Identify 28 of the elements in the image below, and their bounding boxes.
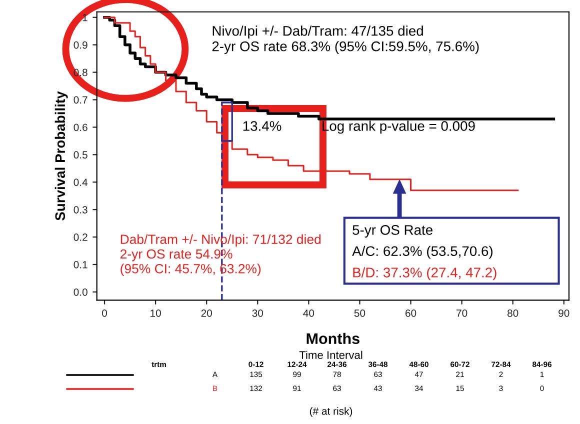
x-tick-label: 10: [150, 309, 161, 317]
text: (# at risk): [310, 407, 352, 417]
y-tick-label: 0.9: [74, 41, 88, 49]
annotation: Nivo/Ipi +/- Dab/Tram: 47/135 died 2-yr OS rate 68.3% (95% CI:59.5%, 75.6%): [212, 26, 479, 54]
y-tick-label: 0.4: [74, 178, 88, 186]
annotation: 5-yr OS Rate: [352, 225, 432, 238]
x-tick-label: 60: [405, 309, 416, 317]
y-tick-label: 0.3: [74, 206, 88, 214]
y-tick-label: 0.7: [74, 96, 88, 104]
x-tick-label: 0: [102, 309, 108, 317]
y-tick-label: 0.1: [74, 260, 88, 268]
y-tick-label: 0.0: [74, 288, 88, 296]
y-tick-label: 0.2: [74, 234, 88, 241]
x-axis-title: Months: [306, 332, 360, 344]
x-tick-label: 90: [558, 309, 570, 317]
text: Time Interval: [299, 350, 362, 359]
x-tick-label: 80: [507, 309, 518, 317]
y-axis-title: Survival Probability: [54, 91, 68, 220]
x-tick-label: 40: [303, 309, 314, 317]
y-tick-label: 0.6: [74, 124, 88, 132]
x-tick-label: 20: [201, 309, 212, 317]
annotation: 13.4%: [243, 121, 282, 131]
x-tick-label: 50: [354, 309, 366, 317]
x-tick-label: 30: [252, 309, 264, 317]
annotation: A/C: 62.3% (53.5,70.6): [352, 246, 492, 259]
x-tick-label: 70: [456, 309, 468, 317]
y-tick-label: 0.5: [74, 151, 88, 159]
annotation: B/D: 37.3% (27.4, 47.2): [353, 267, 496, 280]
